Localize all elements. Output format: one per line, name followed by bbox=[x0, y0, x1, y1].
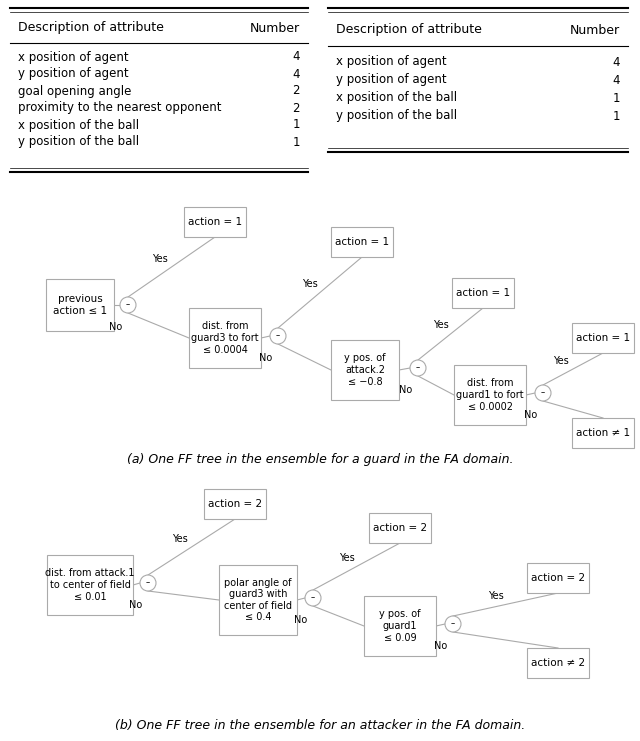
Text: 4: 4 bbox=[612, 56, 620, 68]
Text: (b) One FF tree in the ensemble for an attacker in the FA domain.: (b) One FF tree in the ensemble for an a… bbox=[115, 719, 525, 731]
Text: action = 1: action = 1 bbox=[456, 288, 510, 298]
FancyBboxPatch shape bbox=[46, 279, 114, 331]
FancyBboxPatch shape bbox=[219, 565, 297, 635]
FancyBboxPatch shape bbox=[204, 489, 266, 519]
Text: y position of the ball: y position of the ball bbox=[18, 136, 139, 148]
Circle shape bbox=[305, 590, 321, 606]
Text: y position of agent: y position of agent bbox=[18, 67, 129, 81]
Text: action = 2: action = 2 bbox=[208, 499, 262, 509]
Text: action ≠ 2: action ≠ 2 bbox=[531, 658, 585, 668]
Text: 4: 4 bbox=[612, 73, 620, 87]
Text: No: No bbox=[524, 410, 538, 420]
Text: Number: Number bbox=[570, 24, 620, 36]
Text: 4: 4 bbox=[292, 50, 300, 64]
FancyBboxPatch shape bbox=[331, 227, 393, 257]
Text: Yes: Yes bbox=[172, 534, 188, 543]
Text: proximity to the nearest opponent: proximity to the nearest opponent bbox=[18, 102, 221, 115]
Text: –: – bbox=[126, 301, 130, 310]
Text: dist. from attack.1
to center of field
≤ 0.01: dist. from attack.1 to center of field ≤… bbox=[45, 568, 135, 602]
Text: x position of agent: x position of agent bbox=[18, 50, 129, 64]
Circle shape bbox=[120, 297, 136, 313]
Text: Yes: Yes bbox=[488, 591, 504, 601]
Text: Yes: Yes bbox=[339, 553, 355, 563]
Text: Yes: Yes bbox=[553, 356, 569, 365]
FancyBboxPatch shape bbox=[369, 513, 431, 543]
Text: 2: 2 bbox=[292, 84, 300, 98]
Text: y position of the ball: y position of the ball bbox=[336, 110, 457, 122]
Text: y pos. of
guard1
≤ 0.09: y pos. of guard1 ≤ 0.09 bbox=[380, 609, 420, 642]
Circle shape bbox=[270, 328, 286, 344]
FancyBboxPatch shape bbox=[364, 596, 436, 656]
FancyBboxPatch shape bbox=[572, 323, 634, 353]
Text: No: No bbox=[435, 641, 447, 651]
Text: Number: Number bbox=[250, 21, 300, 35]
FancyBboxPatch shape bbox=[452, 278, 514, 308]
Text: polar angle of
guard3 with
center of field
≤ 0.4: polar angle of guard3 with center of fie… bbox=[224, 577, 292, 622]
FancyBboxPatch shape bbox=[184, 207, 246, 237]
Text: goal opening angle: goal opening angle bbox=[18, 84, 131, 98]
Text: previous
action ≤ 1: previous action ≤ 1 bbox=[53, 294, 107, 316]
Circle shape bbox=[410, 360, 426, 376]
Text: No: No bbox=[294, 615, 308, 625]
Text: 2: 2 bbox=[292, 102, 300, 115]
Text: x position of the ball: x position of the ball bbox=[336, 91, 457, 104]
Text: (a) One FF tree in the ensemble for a guard in the FA domain.: (a) One FF tree in the ensemble for a gu… bbox=[127, 453, 513, 467]
Text: –: – bbox=[146, 579, 150, 588]
Text: Yes: Yes bbox=[302, 279, 318, 289]
Text: Yes: Yes bbox=[152, 253, 168, 264]
Text: action ≠ 1: action ≠ 1 bbox=[576, 428, 630, 438]
Text: –: – bbox=[311, 594, 315, 602]
Text: dist. from
guard3 to fort
≤ 0.0004: dist. from guard3 to fort ≤ 0.0004 bbox=[191, 322, 259, 355]
Text: y pos. of
attack.2
≤ −0.8: y pos. of attack.2 ≤ −0.8 bbox=[344, 353, 386, 387]
Text: action = 2: action = 2 bbox=[531, 573, 585, 583]
FancyBboxPatch shape bbox=[454, 365, 526, 425]
FancyBboxPatch shape bbox=[47, 555, 133, 615]
Circle shape bbox=[535, 385, 551, 401]
Text: action = 1: action = 1 bbox=[335, 237, 389, 247]
Text: y position of agent: y position of agent bbox=[336, 73, 447, 87]
Text: Yes: Yes bbox=[433, 321, 449, 330]
Text: Description of attribute: Description of attribute bbox=[336, 24, 482, 36]
Text: No: No bbox=[259, 353, 273, 363]
Text: 1: 1 bbox=[292, 119, 300, 131]
Text: 4: 4 bbox=[292, 67, 300, 81]
Text: –: – bbox=[416, 364, 420, 373]
Text: 1: 1 bbox=[612, 110, 620, 122]
FancyBboxPatch shape bbox=[527, 648, 589, 678]
Text: 1: 1 bbox=[612, 91, 620, 104]
Text: No: No bbox=[399, 385, 413, 395]
Text: action = 1: action = 1 bbox=[188, 217, 242, 227]
Circle shape bbox=[140, 575, 156, 591]
Text: 1: 1 bbox=[292, 136, 300, 148]
Text: dist. from
guard1 to fort
≤ 0.0002: dist. from guard1 to fort ≤ 0.0002 bbox=[456, 379, 524, 411]
Text: –: – bbox=[541, 388, 545, 397]
Text: –: – bbox=[276, 331, 280, 341]
Text: action = 2: action = 2 bbox=[373, 523, 427, 533]
Text: action = 1: action = 1 bbox=[576, 333, 630, 343]
Text: x position of agent: x position of agent bbox=[336, 56, 447, 68]
Text: –: – bbox=[451, 619, 455, 628]
Text: No: No bbox=[129, 600, 143, 610]
FancyBboxPatch shape bbox=[572, 418, 634, 448]
Text: Description of attribute: Description of attribute bbox=[18, 21, 164, 35]
Text: No: No bbox=[109, 322, 123, 332]
FancyBboxPatch shape bbox=[331, 340, 399, 400]
Circle shape bbox=[445, 616, 461, 632]
Text: x position of the ball: x position of the ball bbox=[18, 119, 139, 131]
FancyBboxPatch shape bbox=[189, 308, 261, 368]
FancyBboxPatch shape bbox=[527, 563, 589, 593]
